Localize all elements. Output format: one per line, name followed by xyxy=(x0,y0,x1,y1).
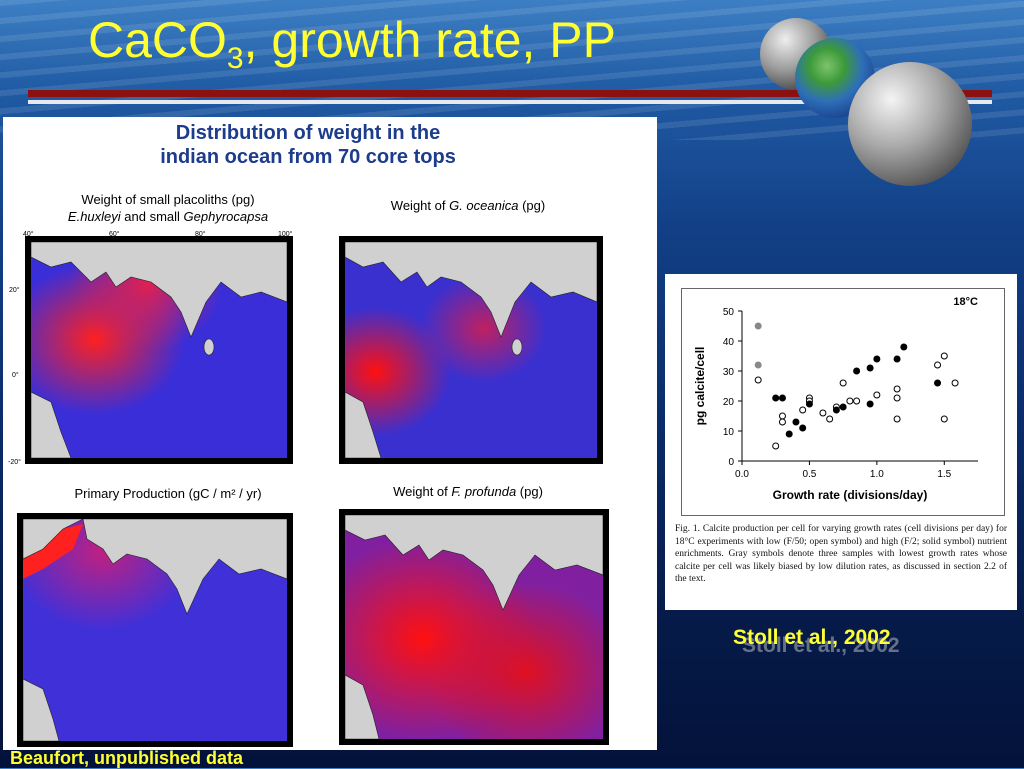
data-point-open xyxy=(819,409,827,417)
data-point-solid xyxy=(778,394,786,402)
data-point-solid xyxy=(772,394,780,402)
data-point-open xyxy=(839,379,847,387)
data-point-solid xyxy=(873,355,881,363)
data-point-gray xyxy=(754,361,762,369)
y-tick-label: 30 xyxy=(723,367,735,378)
data-point-solid xyxy=(805,400,813,408)
chart-frame: 0 10 20 30 40 50 0.0 0.5 1.0 1.5 Growth rate (divi… xyxy=(681,288,1005,516)
map3-caption: Primary Production (gC / m² / yr) xyxy=(74,486,262,501)
y-tick-label: 50 xyxy=(723,307,735,318)
map4-caption: Weight of F. profunda (pg) xyxy=(393,484,543,499)
figure-caption: Fig. 1. Calcite production per cell for … xyxy=(675,524,1007,584)
map2-caption: Weight of G. oceanica (pg) xyxy=(390,198,546,213)
y-tick-label: 10 xyxy=(723,427,735,438)
data-point-open xyxy=(940,352,948,360)
y-tick-label: 0 xyxy=(728,457,734,468)
data-point-open xyxy=(799,406,807,414)
maps-panel: Distribution of weight in the indian oce… xyxy=(3,117,657,750)
map1-lon-tick-100: 100° xyxy=(278,231,293,238)
y-axis-label: pg calcite/cell xyxy=(693,347,707,426)
data-point-solid xyxy=(839,403,847,411)
data-point-solid xyxy=(893,355,901,363)
data-point-open xyxy=(853,397,861,405)
data-point-solid xyxy=(866,400,874,408)
x-axis-label: Growth rate (divisions/day) xyxy=(773,488,928,502)
data-point-open xyxy=(940,415,948,423)
x-tick-label: 0.0 xyxy=(735,469,749,480)
map1-lon-tick-40: 40° xyxy=(23,231,34,238)
map1-caption: Weight of small placoliths (pg) E.huxley… xyxy=(67,192,269,224)
data-point-open xyxy=(893,415,901,423)
data-point-gray xyxy=(754,322,762,330)
data-point-open xyxy=(754,376,762,384)
beaufort-citation: Beaufort, unpublished data xyxy=(10,748,244,768)
data-point-solid xyxy=(832,406,840,414)
map1-lat-tick-20: 20° xyxy=(9,287,20,294)
stoll-citation: Stoll et al., 2002 xyxy=(733,626,891,649)
title-rule-red xyxy=(28,90,992,97)
growth-rate-figure: 0 10 20 30 40 50 0.0 0.5 1.0 1.5 Growth rate (divi… xyxy=(665,274,1017,610)
map1-lon-tick-60: 60° xyxy=(109,231,120,238)
data-point-solid xyxy=(866,364,874,372)
data-point-solid xyxy=(799,424,807,432)
data-point-open xyxy=(893,394,901,402)
data-point-solid xyxy=(853,367,861,375)
chart-title: 18°C xyxy=(953,296,978,308)
coccolith-image-large xyxy=(848,62,972,186)
data-point-open xyxy=(778,418,786,426)
maps-panel-title: Distribution of weight in the indian oce… xyxy=(160,122,456,168)
y-tick-label: 20 xyxy=(723,397,735,408)
data-point-open xyxy=(778,412,786,420)
data-point-solid xyxy=(792,418,800,426)
map-primary-production xyxy=(17,513,293,747)
map-small-placoliths xyxy=(25,236,293,464)
stoll-citation-shadow: Stoll et al., 2002 xyxy=(742,634,900,657)
title-rule-white xyxy=(28,100,992,104)
map1-lat-tick-m20: -20° xyxy=(8,459,21,466)
slide-title: CaCO3, growth rate, PP xyxy=(88,12,616,75)
x-tick-label: 0.5 xyxy=(802,469,816,480)
data-point-solid xyxy=(785,430,793,438)
map1-lon-tick-80: 80° xyxy=(195,231,206,238)
data-point-solid xyxy=(934,379,942,387)
data-point-solid xyxy=(900,343,908,351)
data-point-open xyxy=(772,442,780,450)
data-point-open xyxy=(934,361,942,369)
map-f-profunda xyxy=(339,509,609,745)
data-point-open xyxy=(873,391,881,399)
data-point-open xyxy=(893,385,901,393)
x-tick-label: 1.0 xyxy=(870,469,884,480)
map1-lat-tick-0: 0° xyxy=(12,372,19,379)
data-point-open xyxy=(846,397,854,405)
calcite-growth-scatter-chart: 0 10 20 30 40 50 0.0 0.5 1.0 1.5 Growth rate (divi… xyxy=(693,296,978,502)
x-tick-label: 1.5 xyxy=(937,469,951,480)
data-point-open xyxy=(826,415,834,423)
y-tick-label: 40 xyxy=(723,337,735,348)
data-point-open xyxy=(951,379,959,387)
map-g-oceanica xyxy=(339,236,603,464)
